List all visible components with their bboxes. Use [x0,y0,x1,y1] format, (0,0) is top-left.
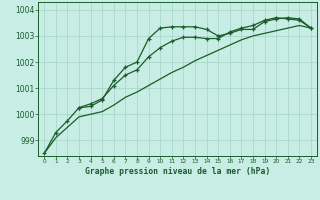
X-axis label: Graphe pression niveau de la mer (hPa): Graphe pression niveau de la mer (hPa) [85,167,270,176]
